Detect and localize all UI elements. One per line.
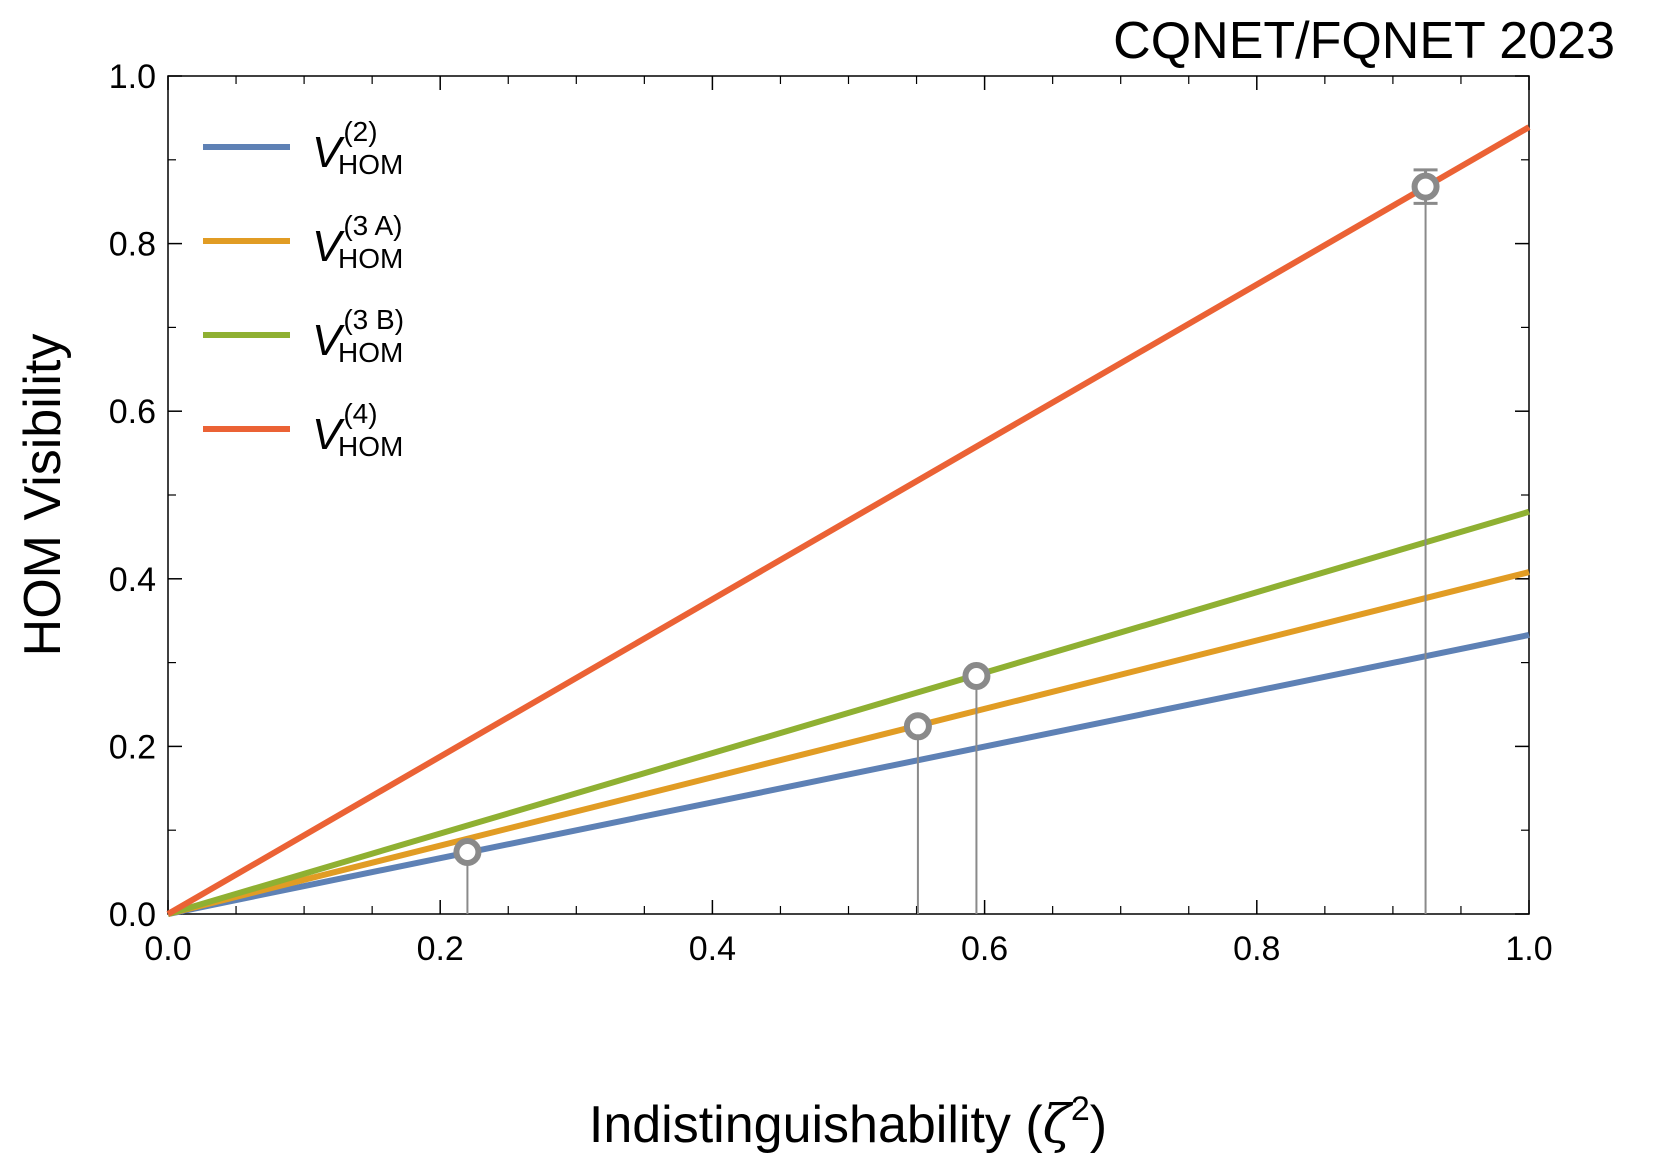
x-label-part: Indistinguishability ( xyxy=(589,1096,1043,1153)
y-tick-label: 0.4 xyxy=(109,561,156,599)
y-axis-label: HOM Visibility xyxy=(14,334,72,657)
data-point xyxy=(453,837,482,866)
x-label-symbol: ζ xyxy=(1043,1095,1074,1153)
y-tick-label: 1.0 xyxy=(109,58,156,96)
legend-sub: HOM xyxy=(338,149,403,180)
legend-sup: (2) xyxy=(343,116,377,147)
x-tick-label: 0.2 xyxy=(417,930,464,968)
series-line xyxy=(167,569,1530,917)
x-label-sup: 2 xyxy=(1071,1090,1090,1128)
x-tick-label: 0.8 xyxy=(1233,930,1280,968)
y-tick-label: 0.6 xyxy=(109,393,156,431)
legend-name: V xyxy=(312,316,345,365)
legend-sup: (3 A) xyxy=(343,210,402,241)
legend-label: V(4) HOM xyxy=(312,398,403,462)
data-point xyxy=(903,712,932,741)
legend-sup: (3 B) xyxy=(343,304,404,335)
series-line xyxy=(167,508,1530,917)
y-tick-label: 0.8 xyxy=(109,226,156,264)
x-tick-label: 0.6 xyxy=(961,930,1008,968)
x-label-part: ) xyxy=(1090,1096,1107,1153)
x-tick-label: 0.0 xyxy=(144,930,191,968)
legend-label: V(3 B) HOM xyxy=(312,304,404,368)
data-point xyxy=(1411,172,1440,201)
plot-frame xyxy=(167,75,1530,915)
legend-sub: HOM xyxy=(338,337,403,368)
legend-sub: HOM xyxy=(338,243,403,274)
legend-name: V xyxy=(312,410,345,459)
x-tick-label: 0.4 xyxy=(689,930,736,968)
annotation: CQNET/FQNET 2023 xyxy=(1113,12,1615,70)
series-line xyxy=(167,632,1530,917)
legend-name: V xyxy=(312,222,345,271)
legend-label: V(3 A) HOM xyxy=(312,210,403,274)
x-axis-label: Indistinguishability (ζ2) xyxy=(589,1090,1107,1153)
series-line xyxy=(166,124,1531,917)
legend-label: V(2) HOM xyxy=(312,116,403,180)
legend-sup: (4) xyxy=(343,398,377,429)
legend-sub: HOM xyxy=(338,431,403,462)
legend-name: V xyxy=(312,128,345,177)
x-tick-label: 1.0 xyxy=(1505,930,1552,968)
data-point xyxy=(962,662,991,691)
y-tick-label: 0.0 xyxy=(109,896,156,934)
y-tick-label: 0.2 xyxy=(109,728,156,766)
